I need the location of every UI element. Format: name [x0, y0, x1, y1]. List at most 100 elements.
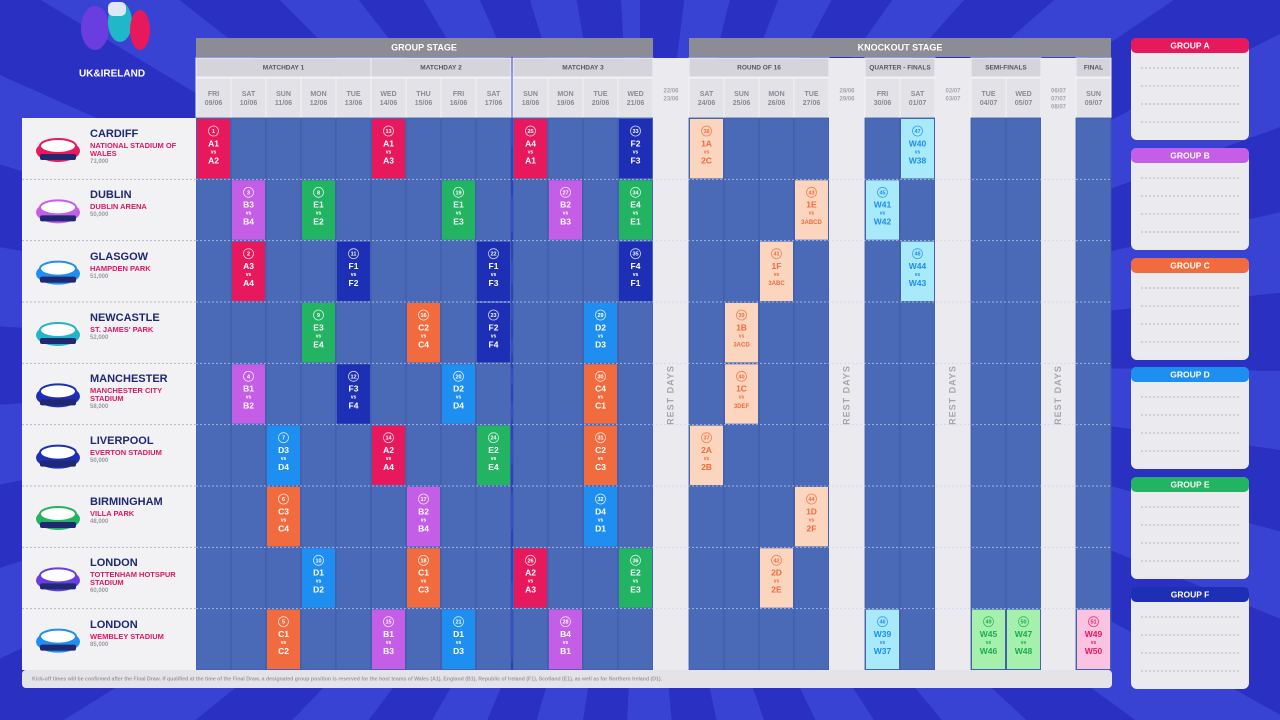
- weekday: FRI: [208, 91, 219, 98]
- match-vs: vs: [1021, 640, 1027, 646]
- date: 10/06: [240, 100, 258, 107]
- match-number-badge: [912, 125, 923, 137]
- date: 30/06: [874, 100, 892, 107]
- match-number: 1: [212, 129, 215, 135]
- match-number: 12: [350, 374, 356, 380]
- date: 12/06: [310, 100, 328, 107]
- match-away: A4: [243, 278, 254, 288]
- match-away: A1: [525, 155, 536, 165]
- date: 27/06: [803, 100, 821, 107]
- match-number: 21: [455, 620, 461, 626]
- match-vs: vs: [246, 211, 252, 217]
- stage-bar: [689, 38, 1111, 57]
- match-home: A1: [208, 138, 219, 148]
- match-number-badge: [595, 370, 606, 382]
- match-vs: vs: [528, 149, 534, 155]
- day-header: [265, 77, 302, 119]
- match-away: 2B: [701, 462, 712, 472]
- match-away: W37: [874, 646, 892, 656]
- match-home: D3: [278, 445, 289, 455]
- match-number-badge: [736, 309, 747, 321]
- match-vs: vs: [316, 333, 322, 339]
- match-number-badge: [278, 432, 289, 444]
- match-number: 48: [914, 252, 920, 258]
- group-label: GROUP D: [1170, 369, 1210, 379]
- match-number-badge: [525, 554, 536, 566]
- match-vs: vs: [598, 395, 604, 401]
- match-number-badge: [1018, 616, 1029, 628]
- venue-info: LONDON TOTTENHAM HOTSPUR STADIUM 60,000: [90, 557, 194, 594]
- weekday: MON: [310, 91, 326, 98]
- group-box: [1131, 148, 1249, 250]
- group-box: [1131, 38, 1249, 140]
- round-header: [370, 57, 512, 78]
- match-number-badge: [595, 493, 606, 505]
- match-number-badge: [383, 616, 394, 628]
- match-away: F1: [631, 278, 641, 288]
- logo: UK&IRELAND: [79, 2, 150, 80]
- match-vs: vs: [456, 211, 462, 217]
- match-number-badge: [243, 370, 254, 382]
- day-header: [1075, 77, 1112, 119]
- match-home: D4: [595, 506, 606, 516]
- match-away: F2: [349, 278, 359, 288]
- match-number-badge: [877, 616, 888, 628]
- rest-column: [653, 58, 689, 670]
- match-bg: [901, 241, 934, 301]
- match-number-badge: [806, 493, 817, 505]
- match-number-badge: [488, 309, 499, 321]
- match-number: 18: [420, 558, 426, 564]
- match-number-badge: [383, 432, 394, 444]
- match-bg: [302, 180, 335, 240]
- grid-column: [688, 117, 725, 671]
- group-header: [1131, 38, 1249, 53]
- match-bg: [477, 303, 510, 363]
- day-header: [440, 77, 477, 119]
- match-number: 20: [455, 374, 461, 380]
- match-home: D1: [313, 568, 324, 578]
- match-home: F1: [489, 261, 499, 271]
- match-bg: [514, 548, 547, 608]
- round-label: QUARTER - FINALS: [869, 65, 931, 72]
- stadium-icon: [39, 383, 77, 400]
- match-away: W43: [909, 278, 927, 288]
- venue-stadium: EVERTON STADIUM: [90, 447, 162, 457]
- stadium-icon: [39, 322, 77, 338]
- weekday: SUN: [276, 91, 291, 98]
- stadium-icon: [40, 276, 76, 283]
- match-number-badge: [877, 186, 888, 198]
- date: 05/07: [1015, 100, 1033, 107]
- venue-info: NEWCASTLE ST. JAMES' PARK 52,000: [90, 312, 194, 341]
- match-bg: [1077, 609, 1110, 669]
- venue-stadium: TOTTENHAM HOTSPUR STADIUM: [90, 570, 176, 588]
- match-number-badge: [701, 125, 712, 137]
- date: 16/06: [450, 100, 468, 107]
- venue-city: MANCHESTER: [90, 373, 168, 386]
- match-number-badge: [912, 248, 923, 260]
- match-number-badge: [243, 248, 254, 260]
- day-header: [723, 77, 760, 119]
- match-away: F3: [489, 278, 499, 288]
- match-home: F1: [349, 261, 359, 271]
- day-header: [864, 77, 901, 119]
- match-vs: vs: [456, 395, 462, 401]
- weekday: FRI: [877, 91, 888, 98]
- group-box: [1131, 258, 1249, 360]
- match-number: 24: [490, 436, 497, 442]
- match-bg: [407, 548, 440, 608]
- match-away: W42: [874, 217, 892, 227]
- date: 04/07: [980, 100, 998, 107]
